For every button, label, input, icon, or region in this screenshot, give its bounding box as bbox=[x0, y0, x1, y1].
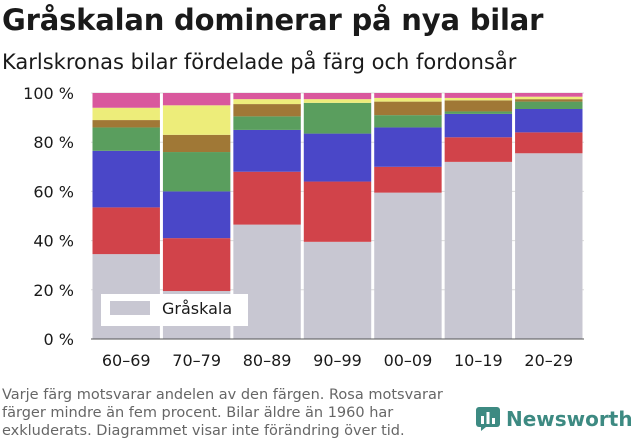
bar-segment bbox=[162, 238, 231, 292]
bar-segment bbox=[515, 132, 583, 154]
bar-segment bbox=[515, 153, 583, 339]
bar-segment bbox=[233, 93, 301, 100]
bar-segment bbox=[444, 161, 513, 339]
bar-segment bbox=[162, 152, 231, 192]
legend-swatch bbox=[110, 301, 150, 315]
newsworthy-logo-icon bbox=[476, 407, 500, 431]
chart-footnote: Varje färg motsvarar andelen av den färg… bbox=[2, 386, 472, 440]
bar-segment bbox=[303, 181, 372, 242]
bar-segment bbox=[515, 96, 583, 100]
bar-segment bbox=[303, 99, 372, 103]
bar-segment bbox=[374, 166, 442, 193]
legend-label: Gråskala bbox=[162, 299, 232, 318]
chart-subtitle: Karlskronas bilar fördelade på färg och … bbox=[2, 50, 517, 74]
bar-segment bbox=[92, 150, 160, 208]
footnote-line: exkluderats. Diagrammet visar inte förän… bbox=[2, 423, 405, 439]
y-tick-label: 0 % bbox=[44, 330, 74, 349]
bar-segment bbox=[374, 101, 442, 116]
x-tick-label: 20–29 bbox=[524, 351, 573, 370]
x-tick-label: 70–79 bbox=[172, 351, 221, 370]
bar-segment bbox=[303, 93, 372, 100]
x-tick-label: 00–09 bbox=[384, 351, 433, 370]
bar-segment bbox=[374, 192, 442, 339]
bar-segment bbox=[374, 93, 442, 98]
bar-segment bbox=[374, 115, 442, 128]
bar-segment bbox=[162, 93, 231, 106]
bar-segment bbox=[92, 107, 160, 121]
bar-segment bbox=[444, 100, 513, 112]
y-tick-label: 20 % bbox=[33, 281, 74, 300]
x-tick-label: 80–89 bbox=[243, 351, 292, 370]
bar-segment bbox=[92, 120, 160, 128]
x-tick-label: 90–99 bbox=[313, 351, 362, 370]
bar-segment bbox=[444, 93, 513, 98]
bar-segment bbox=[374, 127, 442, 167]
bar-segment bbox=[444, 113, 513, 138]
bar-segment bbox=[92, 127, 160, 151]
bar-segment bbox=[515, 108, 583, 133]
bar-segment bbox=[162, 105, 231, 135]
bar-segment bbox=[515, 93, 583, 97]
bar-segment bbox=[303, 241, 372, 339]
y-tick-label: 80 % bbox=[33, 133, 74, 152]
bar-segment bbox=[303, 133, 372, 182]
y-tick-label: 60 % bbox=[33, 182, 74, 201]
bar-segment bbox=[233, 171, 301, 225]
bar-segment bbox=[444, 97, 513, 101]
stacked-bar-chart: 0 % 20 % 40 % 60 % 80 % 100 % 60–69 70–79 80–89 9… bbox=[23, 84, 584, 370]
bar-segment bbox=[233, 129, 301, 172]
bar-segment bbox=[303, 102, 372, 134]
bar-segment bbox=[515, 101, 583, 109]
bar-segment bbox=[515, 99, 583, 102]
brand-name: Newsworthy bbox=[506, 407, 631, 431]
x-tick-label: 10–19 bbox=[454, 351, 503, 370]
bar-segment bbox=[233, 116, 301, 130]
bar-segment bbox=[444, 111, 513, 114]
x-tick-label: 60–69 bbox=[102, 351, 151, 370]
bar-segment bbox=[444, 137, 513, 162]
bar-segment bbox=[162, 134, 231, 153]
bar-segment bbox=[92, 207, 160, 255]
bar-segment bbox=[233, 104, 301, 117]
bar-segment bbox=[374, 97, 442, 102]
bar-segment bbox=[233, 99, 301, 105]
footnote-line: Varje färg motsvarar andelen av den färg… bbox=[2, 387, 443, 403]
y-tick-label: 40 % bbox=[33, 232, 74, 251]
newsworthy-brand: Newsworthy bbox=[476, 407, 631, 431]
bar-segment bbox=[92, 93, 160, 108]
chart-title: Gråskalan dominerar på nya bilar bbox=[2, 3, 544, 37]
bar-segment bbox=[162, 191, 231, 239]
y-tick-label: 100 % bbox=[23, 84, 74, 103]
footnote-line: färger mindre än fem procent. Bilar äldr… bbox=[2, 405, 394, 421]
